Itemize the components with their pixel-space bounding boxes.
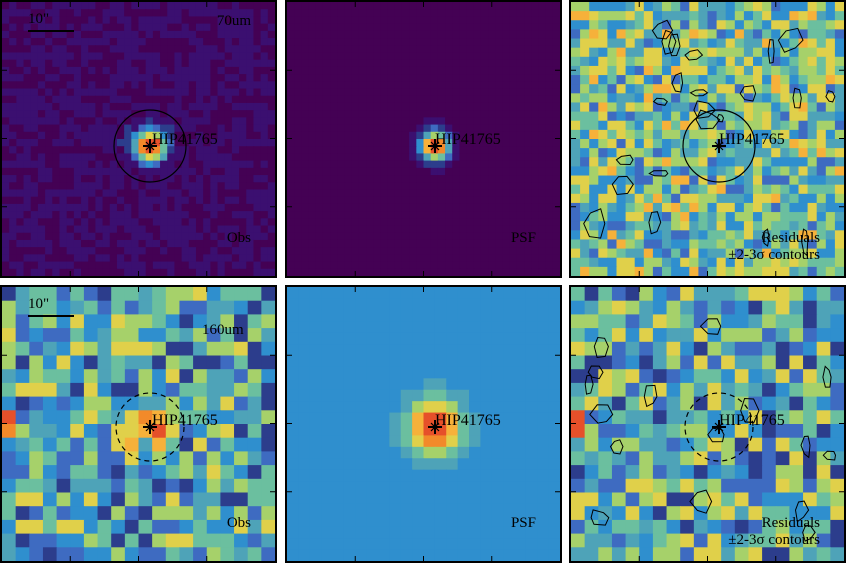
image-map-160um-residuals (571, 287, 844, 561)
scale-bar: 10" (28, 12, 74, 32)
panel-160um-residuals: HIP41765 Residuals ±2-3σ contours (569, 285, 846, 563)
panel-label-psf: PSF (510, 230, 536, 246)
residuals-contours-note: ±2-3σ contours (728, 247, 820, 263)
panel-70um-residuals: HIP41765 Residuals ±2-3σ contours (569, 0, 846, 278)
panel-label-psf: PSF (510, 515, 536, 531)
band-label: 70um (216, 13, 251, 29)
residuals-contours-note: ±2-3σ contours (728, 532, 820, 548)
panel-label-obs: Obs (226, 230, 251, 246)
panel-70um-obs: 10" 70um HIP41765 Obs (0, 0, 277, 278)
residuals-title: Residuals (761, 230, 820, 246)
source-label: HIP41765 (435, 131, 501, 148)
panel-160um-psf: HIP41765 PSF (285, 285, 562, 563)
source-label: HIP41765 (719, 131, 785, 148)
scale-bar: 10" (28, 297, 74, 317)
panel-label-obs: Obs (226, 515, 251, 531)
image-map-160um-psf (287, 287, 560, 561)
source-label: HIP41765 (152, 412, 218, 429)
residuals-title: Residuals (761, 515, 820, 531)
image-map-160um-obs (2, 287, 275, 561)
image-map-70um-obs (2, 2, 275, 276)
source-label: HIP41765 (719, 412, 785, 429)
band-label: 160um (202, 322, 244, 338)
residuals-label: Residuals ±2-3σ contours (728, 515, 820, 549)
source-label: HIP41765 (152, 131, 218, 148)
source-label: HIP41765 (435, 412, 501, 429)
panel-160um-obs: 10" 160um HIP41765 Obs (0, 285, 277, 563)
image-map-70um-residuals (571, 2, 844, 276)
residuals-label: Residuals ±2-3σ contours (728, 230, 820, 264)
scale-bar-label: 10" (28, 296, 50, 312)
scale-bar-label: 10" (28, 11, 50, 27)
image-map-70um-psf (287, 2, 560, 276)
panel-70um-psf: HIP41765 PSF (285, 0, 562, 278)
